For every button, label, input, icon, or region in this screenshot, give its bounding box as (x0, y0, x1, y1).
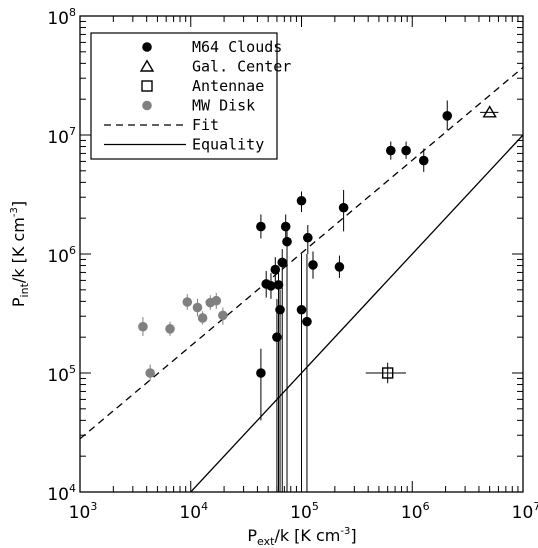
point-m64-clouds (277, 257, 288, 268)
point-mw-disk (197, 313, 208, 323)
y-tick-label: 108 (47, 6, 76, 29)
legend-label-gal-center: Gal. Center (192, 58, 291, 76)
point-antennae (381, 367, 394, 379)
y-tick-label: 105 (47, 363, 76, 386)
point-mw-disk (218, 310, 228, 321)
point-m64-clouds (256, 368, 266, 378)
line-fit (80, 66, 523, 440)
point-m64-clouds (442, 110, 453, 121)
point-m64-clouds (266, 281, 276, 291)
data-markers (138, 105, 497, 379)
point-mw-disk (138, 321, 148, 332)
point-m64-clouds (302, 316, 312, 327)
point-m64-clouds (272, 332, 282, 342)
legend-marker-antennae (141, 80, 153, 92)
y-tick-label: 106 (47, 244, 76, 267)
point-m64-clouds (275, 304, 285, 315)
point-m64-clouds (270, 264, 281, 275)
y-tick-label: 104 (47, 482, 76, 505)
point-mw-disk (192, 302, 203, 313)
point-mw-disk (145, 368, 155, 378)
point-m64-clouds (308, 260, 318, 270)
point-m64-clouds (338, 202, 349, 213)
point-m64-clouds (296, 304, 307, 315)
point-m64-clouds (280, 221, 291, 232)
point-mw-disk (182, 297, 193, 307)
point-gal-center (482, 105, 497, 118)
x-tick-label: 104 (179, 500, 208, 523)
legend-label-equality: Equality (192, 136, 264, 154)
point-m64-clouds (296, 195, 307, 206)
point-m64-clouds (385, 145, 396, 156)
legend-marker-mw-disk (142, 100, 152, 111)
y-tick-label: 107 (47, 125, 76, 148)
point-m64-clouds (282, 236, 292, 247)
point-m64-clouds (418, 155, 429, 166)
point-m64-clouds (401, 145, 411, 156)
legend-label-antennae: Antennae (192, 77, 264, 95)
x-tick-label: 103 (69, 500, 98, 523)
legend-label-m64-clouds: M64 Clouds (192, 38, 282, 56)
legend-label-fit: Fit (192, 116, 219, 134)
point-mw-disk (165, 324, 175, 334)
point-m64-clouds (256, 221, 266, 232)
legend-box (90, 32, 278, 160)
legend-label-mw-disk: MW Disk (192, 97, 255, 115)
point-mw-disk (211, 295, 222, 306)
x-axis-label: Pext/k [K cm-3] (247, 526, 356, 548)
point-m64-clouds (303, 232, 313, 243)
line-equality (190, 134, 523, 492)
legend-marker-m64-clouds (142, 42, 152, 52)
point-m64-clouds (273, 280, 284, 290)
x-tick-label: 107 (512, 500, 538, 523)
y-axis-label: Pint/k [K cm-3] (9, 201, 31, 307)
fit-lines (80, 66, 523, 492)
x-tick-label: 105 (290, 500, 319, 523)
point-m64-clouds (334, 262, 345, 272)
x-tick-label: 106 (401, 500, 430, 523)
legend-marker-gal-center (139, 59, 155, 72)
